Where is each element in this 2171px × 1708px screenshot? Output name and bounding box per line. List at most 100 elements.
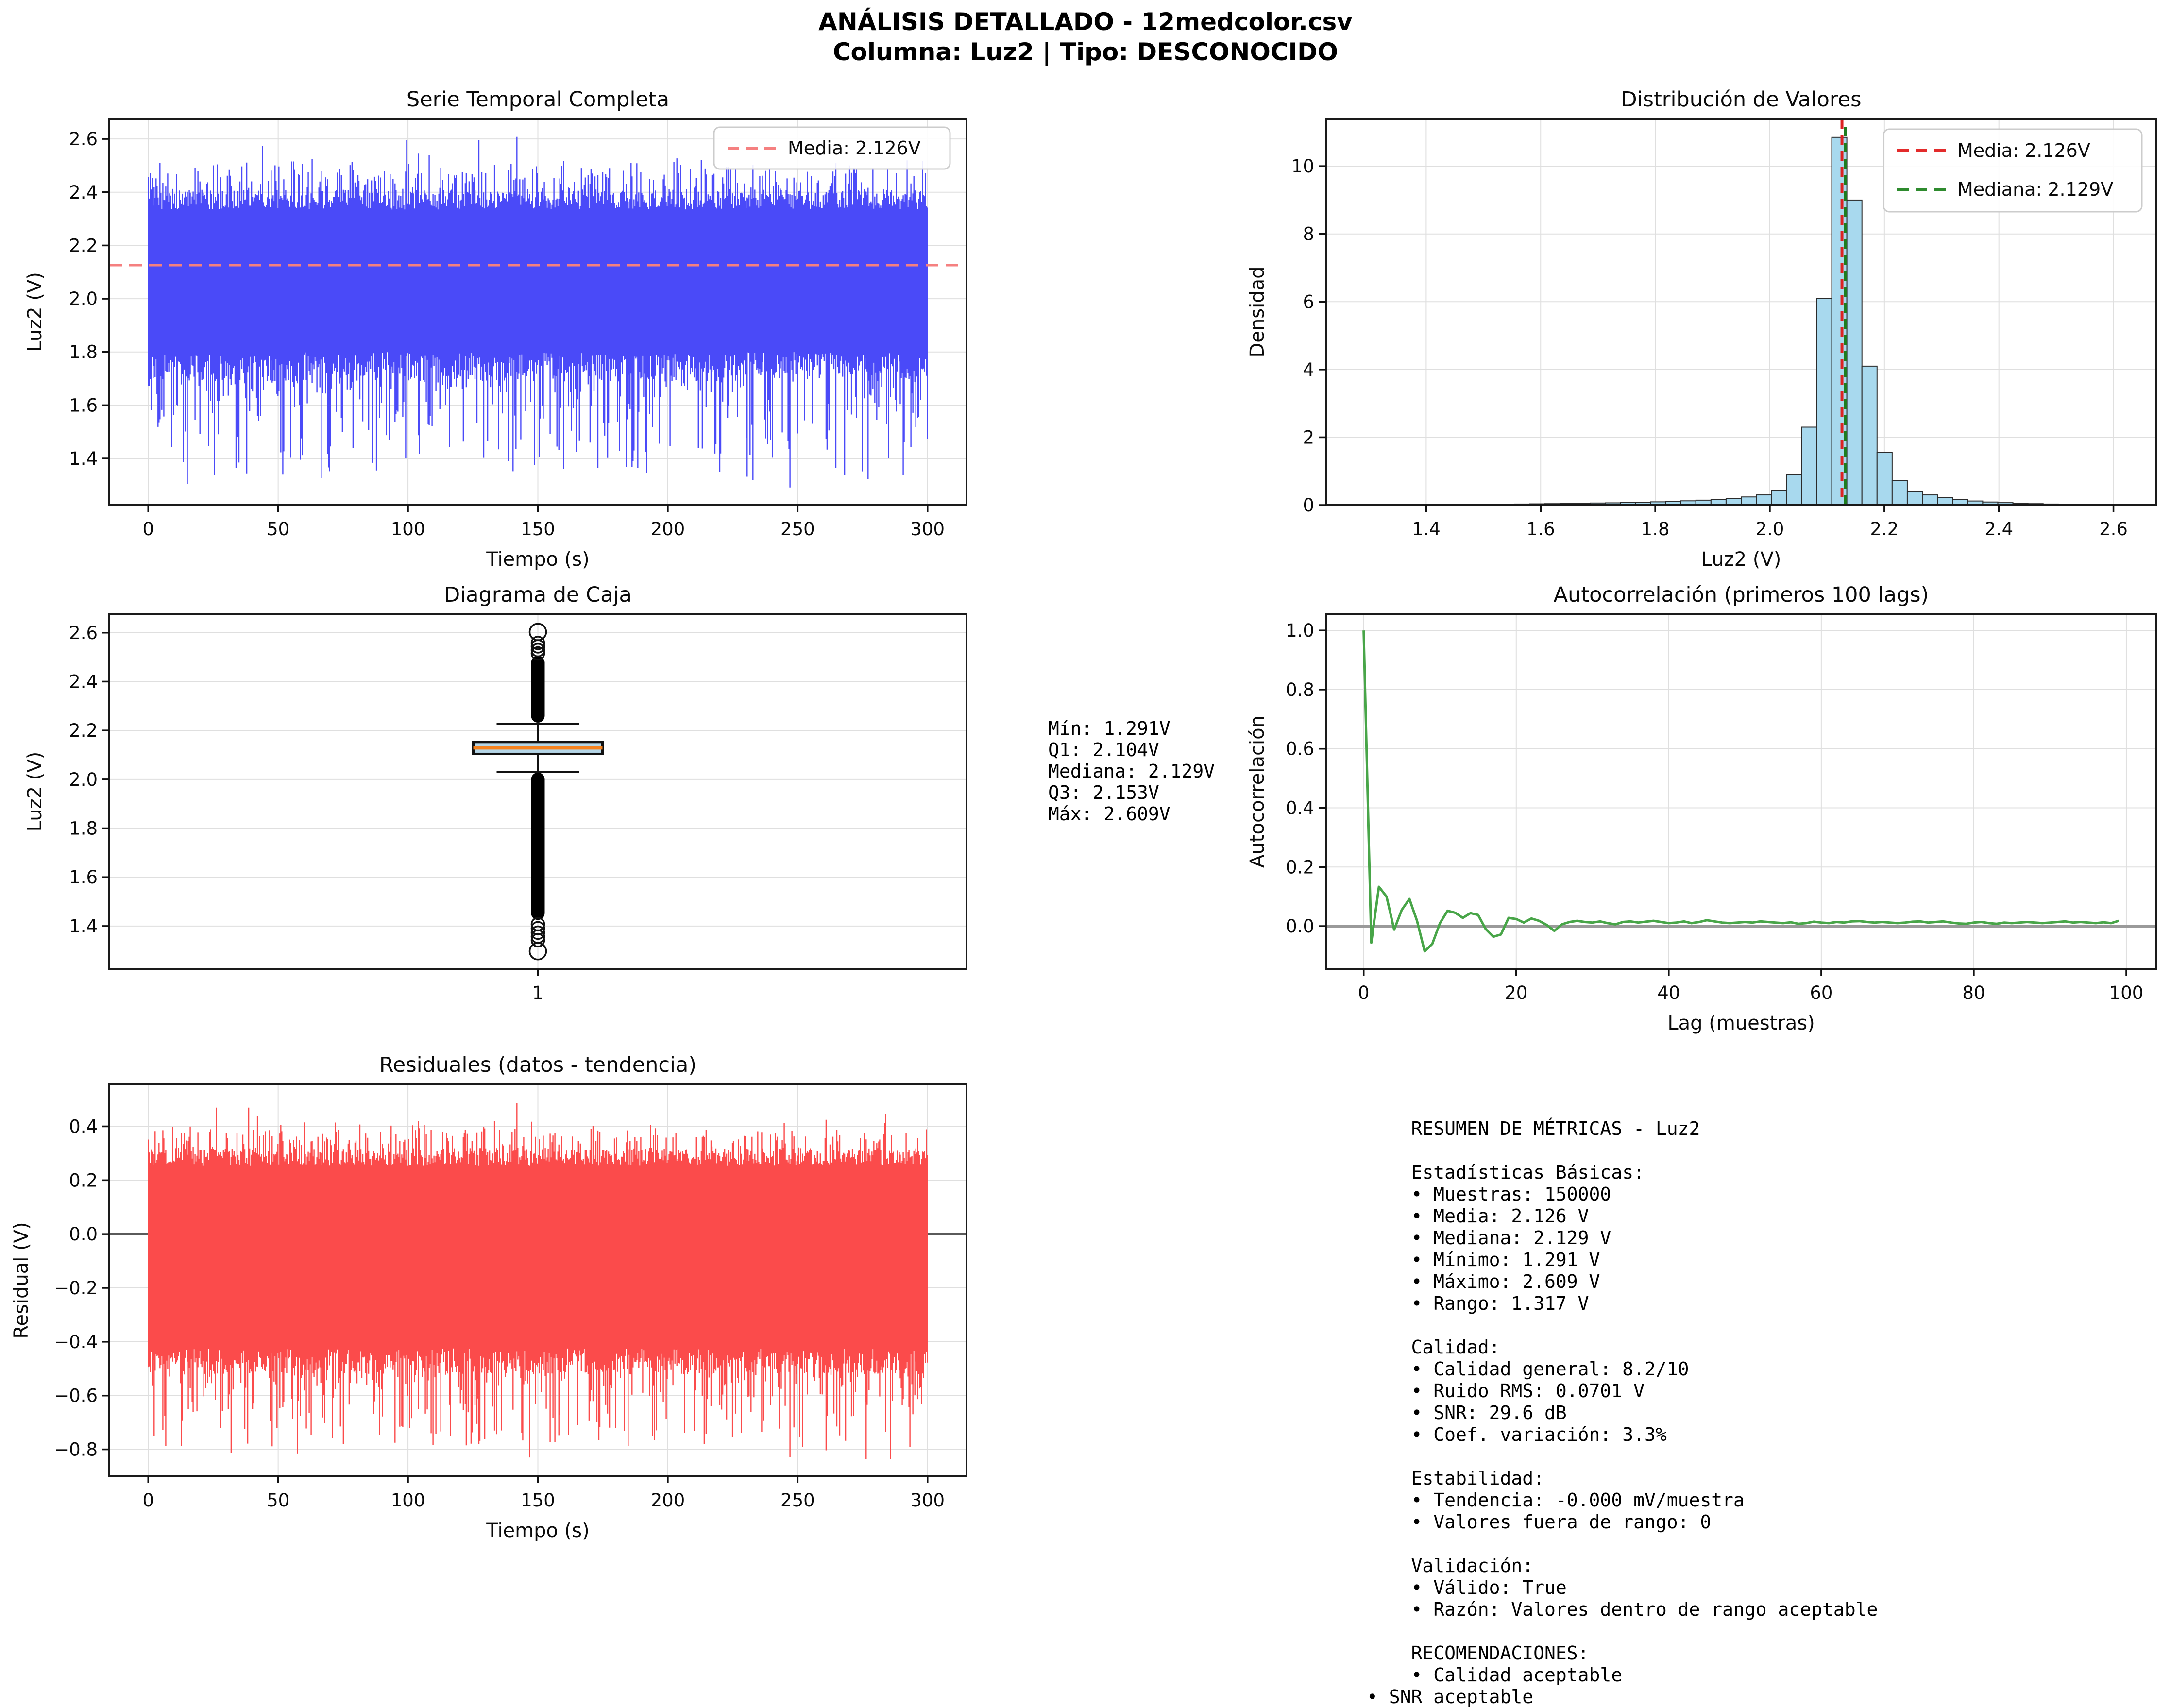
- histogram-bar: [1876, 452, 1893, 506]
- x-axis-label: Luz2 (V): [1701, 548, 1781, 571]
- x-tick-label: 300: [910, 1490, 945, 1511]
- y-tick-label: 1.6: [69, 867, 98, 888]
- y-tick-label: −0.4: [54, 1332, 98, 1353]
- x-tick-label: 1.4: [1412, 519, 1441, 540]
- x-tick-label: 1.6: [1526, 519, 1555, 540]
- y-tick-label: 0.6: [1286, 739, 1314, 760]
- y-tick-label: 1.6: [69, 395, 98, 416]
- x-tick-label: 50: [267, 1490, 289, 1511]
- y-axis-label: Residual (V): [10, 1222, 33, 1338]
- x-tick-label: 20: [1505, 982, 1527, 1003]
- y-tick-label: −0.2: [54, 1278, 98, 1299]
- outlier-circle: [528, 623, 547, 641]
- x-tick-label: 300: [910, 519, 945, 540]
- y-tick-label: 1.8: [69, 342, 98, 363]
- y-tick-label: 2.2: [69, 720, 98, 741]
- x-tick-label: 0: [142, 519, 154, 540]
- y-tick-label: 6: [1303, 291, 1314, 312]
- x-tick-label: 2.6: [2099, 519, 2128, 540]
- y-tick-label: 2.6: [69, 623, 98, 643]
- x-tick-label: 1.8: [1641, 519, 1670, 540]
- axes-title: Diagrama de Caja: [444, 583, 632, 607]
- axes-title: Distribución de Valores: [1621, 87, 1861, 112]
- suptitle-line2: Columna: Luz2 | Tipo: DESCONOCIDO: [832, 38, 1339, 66]
- axes-spine: [1325, 118, 2157, 506]
- chart-histogram: 1.4 1.6 1.8 2.0 2.2 2.4 2.6 0 2 4 6 8 10 Distribución…: [1246, 87, 2157, 571]
- histogram-bar: [1891, 480, 1908, 506]
- outlier-circle: [530, 643, 545, 658]
- timeseries-series-path: [148, 136, 928, 488]
- x-tick-label: 100: [2109, 982, 2144, 1003]
- y-tick-label: 1.0: [1286, 620, 1314, 641]
- y-tick-label: 4: [1303, 359, 1314, 380]
- x-tick-label: 200: [651, 1490, 685, 1511]
- y-tick-label: 10: [1291, 156, 1314, 177]
- y-tick-label: 2.4: [69, 182, 98, 203]
- y-tick-label: 0.2: [1286, 857, 1314, 878]
- suptitle-line1: ANÁLISIS DETALLADO - 12medcolor.csv: [818, 8, 1353, 36]
- acf-line: [1362, 630, 2120, 953]
- boxplot-stats-annotation: Mín: 1.291V Q1: 2.104V Mediana: 2.129V Q…: [1048, 718, 1215, 825]
- y-tick-label: 2.6: [69, 129, 98, 150]
- outlier-circle: [530, 933, 545, 947]
- y-tick-label: 8: [1303, 224, 1314, 245]
- axes-title: Residuales (datos - tendencia): [379, 1053, 696, 1077]
- y-tick-label: 0: [1303, 495, 1314, 516]
- x-axis-label: Tiempo (s): [486, 1520, 590, 1542]
- axes-spine: [1325, 613, 2157, 970]
- x-tick-label: 2.4: [1984, 519, 2013, 540]
- y-tick-label: 2: [1303, 427, 1314, 448]
- residuals-series-path: [148, 1103, 928, 1459]
- histogram-bar: [1816, 298, 1832, 506]
- y-tick-label: 2.0: [69, 288, 98, 309]
- histogram-bar: [1801, 426, 1817, 506]
- x-tick-label: 50: [267, 519, 289, 540]
- outlier-circle: [528, 942, 547, 961]
- y-tick-label: 1.4: [69, 916, 98, 937]
- x-axis-label: Lag (muestras): [1667, 1012, 1815, 1034]
- y-tick-label: 0.2: [69, 1170, 98, 1191]
- x-tick-label: 80: [1962, 982, 1985, 1003]
- y-tick-label: −0.6: [54, 1386, 98, 1406]
- y-axis-label: Densidad: [1246, 266, 1269, 357]
- histogram-bar: [1846, 199, 1863, 506]
- x-axis-label: Tiempo (s): [486, 548, 590, 571]
- y-tick-label: 2.2: [69, 235, 98, 256]
- y-axis-label: Luz2 (V): [24, 752, 46, 832]
- y-tick-label: 1.4: [69, 448, 98, 469]
- legend-label: Media: 2.126V: [788, 137, 921, 159]
- x-tick-label: 1: [532, 982, 544, 1003]
- chart-boxplot: 1 1.4 1.6 1.8 2.0 2.2 2.4 2.6 Diagrama de Caja Lu…: [24, 583, 967, 1003]
- y-tick-label: 0.4: [1286, 797, 1314, 818]
- outlier-circle: [530, 925, 545, 940]
- figure-suptitle: ANÁLISIS DETALLADO - 12medcolor.csv Colu…: [0, 7, 2171, 67]
- y-tick-label: 1.8: [69, 818, 98, 839]
- histogram-bar: [1741, 496, 1757, 506]
- histogram-bar: [1906, 491, 1923, 506]
- y-tick-label: 0.0: [1286, 916, 1314, 937]
- x-tick-label: 150: [521, 519, 555, 540]
- x-tick-label: 0: [1358, 982, 1370, 1003]
- histogram-bar: [1861, 365, 1878, 506]
- y-tick-label: 0.0: [69, 1224, 98, 1245]
- outlier-stack: [531, 772, 545, 920]
- chart-timeseries: 0 50 100 150 200 250 300 1.4 1.6 1.8 2.0 2.2 2.4 2.6 S…: [24, 87, 967, 571]
- legend-label: Media: 2.126V: [1957, 140, 2090, 161]
- x-tick-label: 40: [1657, 982, 1680, 1003]
- x-tick-label: 0: [142, 1490, 154, 1511]
- outlier-circle: [530, 636, 545, 650]
- histogram-bar: [1922, 494, 1938, 506]
- x-tick-label: 2.0: [1756, 519, 1784, 540]
- x-tick-label: 250: [780, 1490, 815, 1511]
- legend-label: Mediana: 2.129V: [1957, 179, 2113, 200]
- metrics-summary-panel: RESUMEN DE MÉTRICAS - Luz2 Estadísticas …: [1367, 1118, 1878, 1708]
- axes-title: Autocorrelación (primeros 100 lags): [1554, 583, 1929, 607]
- legend-box: [1883, 128, 2143, 213]
- x-tick-label: 60: [1810, 982, 1832, 1003]
- legend-box: [713, 126, 951, 170]
- y-tick-label: 0.4: [69, 1116, 98, 1137]
- outlier-stack: [531, 656, 545, 723]
- chart-autocorrelation: 0 20 40 60 80 100 0.0 0.2 0.4 0.6 0.8 1.0 Autocorrel…: [1246, 583, 2157, 1034]
- histogram-bar: [1786, 474, 1802, 506]
